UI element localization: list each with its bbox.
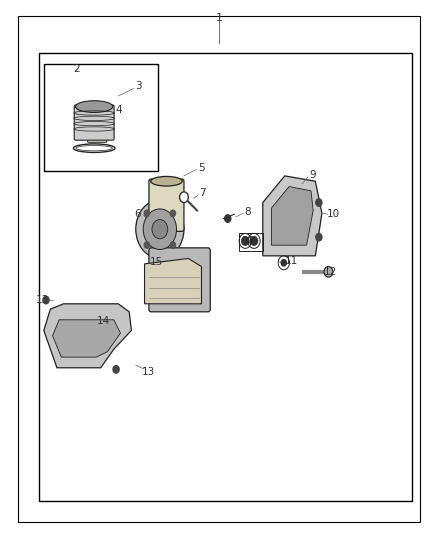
Ellipse shape bbox=[76, 101, 113, 112]
Text: 5: 5 bbox=[198, 163, 205, 173]
Circle shape bbox=[324, 266, 333, 277]
Polygon shape bbox=[145, 259, 201, 304]
Text: 10: 10 bbox=[242, 237, 255, 246]
Text: 2: 2 bbox=[73, 64, 80, 74]
Text: 10: 10 bbox=[327, 209, 340, 219]
Polygon shape bbox=[44, 304, 131, 368]
FancyBboxPatch shape bbox=[149, 179, 184, 231]
Text: 8: 8 bbox=[244, 207, 251, 216]
Bar bbox=[44, 64, 158, 171]
Circle shape bbox=[136, 200, 184, 259]
Circle shape bbox=[281, 260, 286, 266]
Text: 7: 7 bbox=[199, 189, 206, 198]
Circle shape bbox=[316, 199, 322, 206]
Polygon shape bbox=[263, 176, 322, 256]
Text: 12: 12 bbox=[324, 267, 337, 277]
Circle shape bbox=[251, 237, 258, 245]
Text: 13: 13 bbox=[36, 295, 49, 304]
Text: 3: 3 bbox=[134, 82, 141, 91]
Text: 13: 13 bbox=[141, 367, 155, 377]
Circle shape bbox=[144, 242, 149, 248]
Circle shape bbox=[170, 210, 176, 216]
Circle shape bbox=[180, 192, 188, 203]
Text: 11: 11 bbox=[285, 256, 298, 265]
Circle shape bbox=[43, 296, 49, 304]
Circle shape bbox=[113, 366, 119, 373]
FancyBboxPatch shape bbox=[149, 248, 210, 312]
Circle shape bbox=[225, 215, 231, 222]
Circle shape bbox=[152, 220, 168, 239]
Circle shape bbox=[316, 233, 322, 241]
Text: 1: 1 bbox=[215, 13, 223, 23]
Ellipse shape bbox=[151, 176, 182, 186]
Circle shape bbox=[242, 237, 249, 245]
Text: 6: 6 bbox=[134, 209, 141, 219]
Circle shape bbox=[170, 242, 176, 248]
Polygon shape bbox=[272, 187, 313, 245]
Text: 15: 15 bbox=[150, 257, 163, 267]
FancyBboxPatch shape bbox=[88, 111, 107, 142]
Text: 9: 9 bbox=[309, 170, 316, 180]
FancyBboxPatch shape bbox=[74, 105, 114, 140]
Bar bbox=[239, 233, 263, 251]
Bar bbox=[39, 53, 412, 501]
Circle shape bbox=[144, 210, 149, 216]
Text: 4: 4 bbox=[115, 106, 122, 115]
Ellipse shape bbox=[88, 109, 106, 115]
Text: 14: 14 bbox=[97, 316, 110, 326]
Polygon shape bbox=[53, 320, 120, 357]
Circle shape bbox=[143, 209, 177, 249]
